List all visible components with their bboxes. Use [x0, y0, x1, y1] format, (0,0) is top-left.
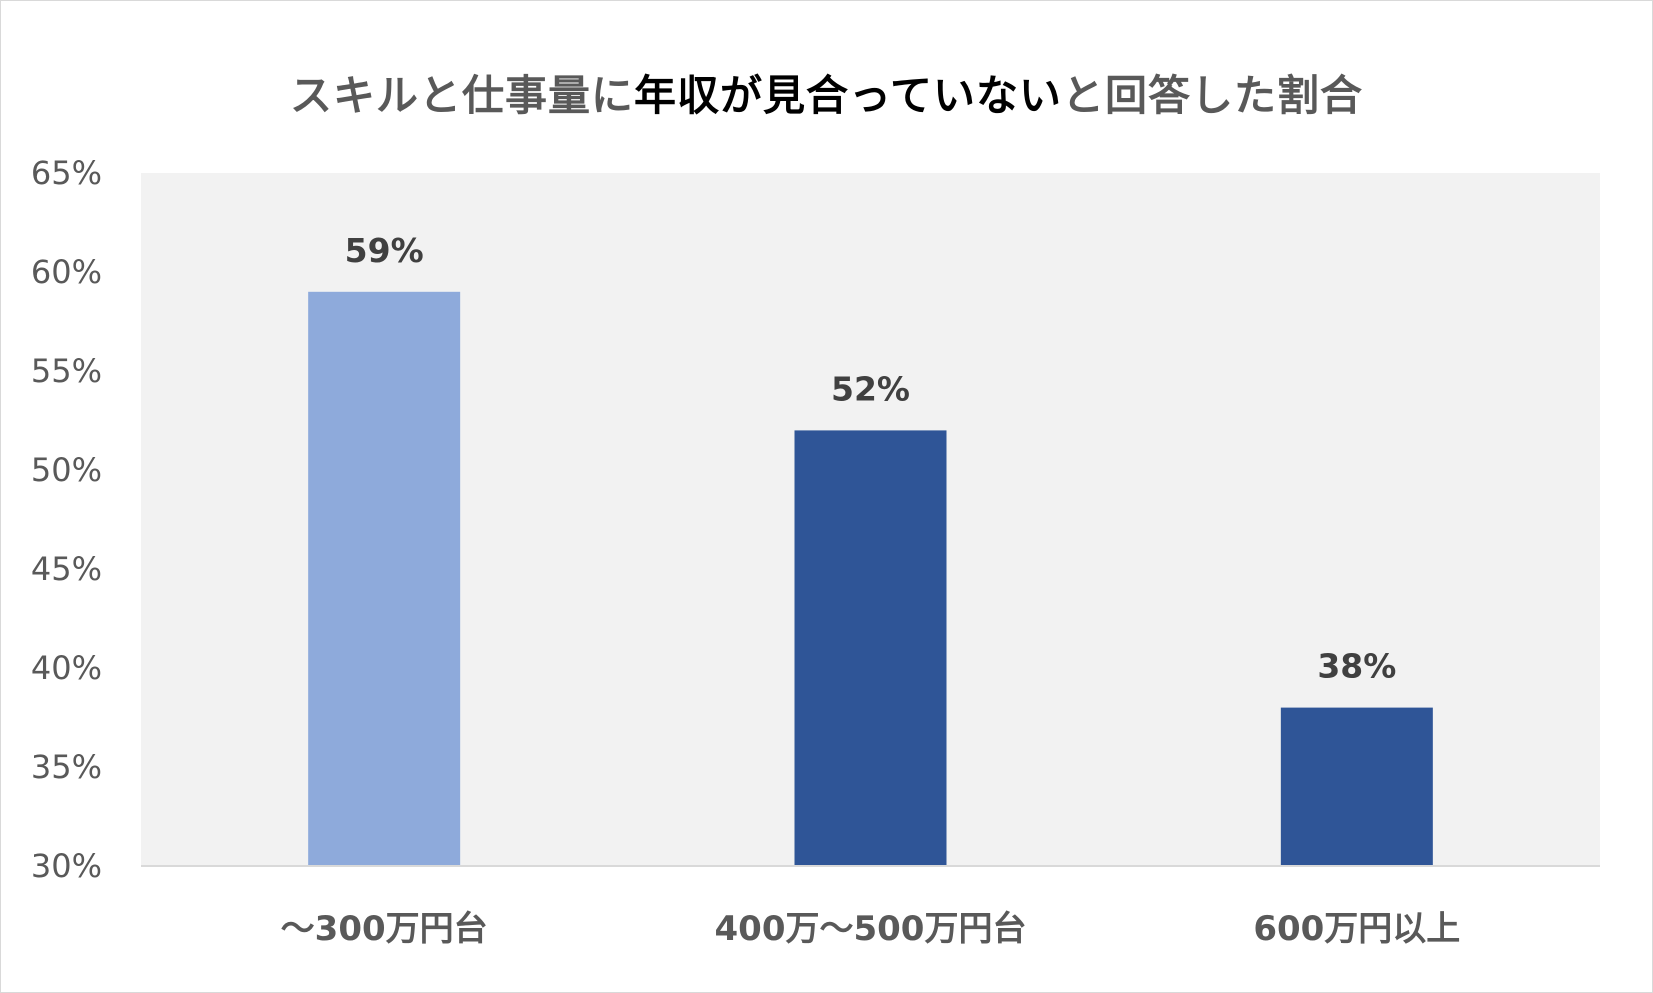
x-category-label: 400万～500万円台 — [715, 909, 1027, 949]
chart-title-part-2: 年収が見合っていない — [634, 71, 1062, 120]
y-tick-label: 65% — [31, 154, 102, 192]
y-tick-label: 45% — [31, 550, 102, 588]
chart-title-part-1: スキルと仕事量に — [290, 71, 635, 120]
y-tick-label: 60% — [31, 253, 102, 291]
y-tick-label: 35% — [31, 748, 102, 786]
x-category-label: 600万円以上 — [1253, 909, 1460, 949]
chart-title: スキルと仕事量に年収が見合っていないと回答した割合 — [0, 62, 1653, 123]
y-tick-label: 50% — [31, 451, 102, 489]
data-label: 52% — [831, 369, 910, 408]
bar — [794, 430, 947, 866]
y-tick-label: 40% — [31, 649, 102, 687]
y-tick-label: 55% — [31, 352, 102, 390]
x-category-label: ～300万円台 — [281, 909, 488, 949]
data-label: 59% — [345, 231, 424, 270]
chart-title-part-3: と回答した割合 — [1061, 71, 1363, 120]
bar — [308, 291, 461, 866]
data-label: 38% — [1317, 647, 1396, 686]
bar — [1280, 707, 1433, 866]
y-tick-label: 30% — [31, 847, 102, 885]
